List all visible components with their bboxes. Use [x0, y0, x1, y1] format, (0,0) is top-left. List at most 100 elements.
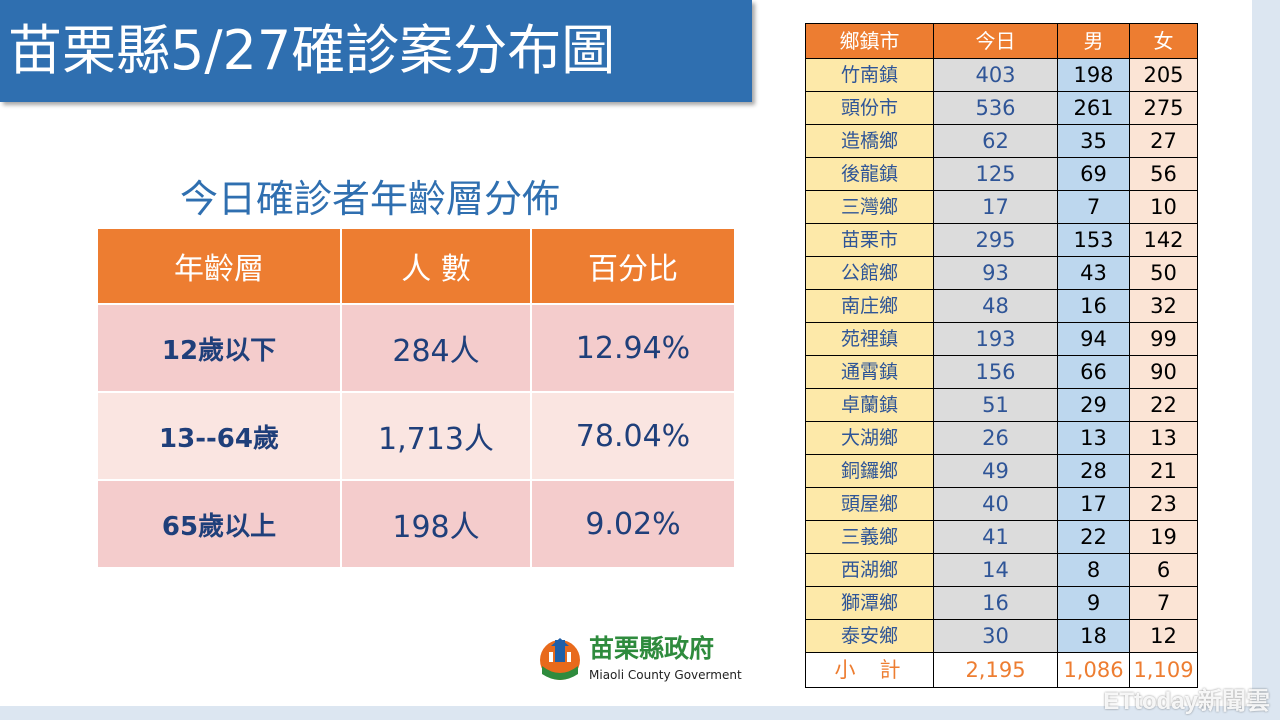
town-female-cell: 56	[1129, 157, 1198, 191]
county-logo: 苗栗縣政府 Miaoli County Goverment	[537, 634, 757, 688]
town-name-cell: 頭屋鄉	[805, 487, 934, 521]
town-today-cell: 62	[933, 124, 1058, 158]
town-name-cell: 頭份市	[805, 91, 934, 125]
town-today-cell: 16	[933, 586, 1058, 620]
town-female-cell: 21	[1129, 454, 1198, 488]
town-today-cell: 536	[933, 91, 1058, 125]
town-today-cell: 403	[933, 58, 1058, 92]
age-table-row: 65歲以上 198人 9.02%	[96, 479, 736, 569]
town-today-cell: 26	[933, 421, 1058, 455]
town-name-cell: 銅鑼鄉	[805, 454, 934, 488]
side-band	[1252, 0, 1280, 720]
town-table-row: 大湖鄉 26 13 13	[805, 421, 1198, 455]
town-today-cell: 17	[933, 190, 1058, 224]
town-table-row: 竹南鎮 403 198 205	[805, 58, 1198, 92]
town-female-cell: 50	[1129, 256, 1198, 290]
age-percent-cell: 9.02%	[530, 479, 736, 569]
town-name-cell: 西湖鄉	[805, 553, 934, 587]
town-table-row: 頭屋鄉 40 17 23	[805, 487, 1198, 521]
town-header-female: 女	[1129, 23, 1198, 59]
town-female-cell: 23	[1129, 487, 1198, 521]
town-male-cell: 66	[1057, 355, 1130, 389]
town-male-cell: 69	[1057, 157, 1130, 191]
town-table-row: 三灣鄉 17 7 10	[805, 190, 1198, 224]
town-table-row: 西湖鄉 14 8 6	[805, 553, 1198, 587]
town-today-cell: 125	[933, 157, 1058, 191]
town-today-cell: 51	[933, 388, 1058, 422]
age-header-group: 年齡層	[96, 227, 342, 305]
age-count-cell: 1,713人	[340, 391, 532, 481]
town-male-cell: 7	[1057, 190, 1130, 224]
town-male-cell: 28	[1057, 454, 1130, 488]
town-male-cell: 8	[1057, 553, 1130, 587]
age-header-count: 人 數	[340, 227, 532, 305]
age-group-cell: 12歲以下	[96, 303, 342, 393]
town-header-male: 男	[1057, 23, 1130, 59]
town-male-cell: 18	[1057, 619, 1130, 653]
town-female-cell: 32	[1129, 289, 1198, 323]
town-table-row: 銅鑼鄉 49 28 21	[805, 454, 1198, 488]
town-name-cell: 泰安鄉	[805, 619, 934, 653]
town-name-cell: 苗栗市	[805, 223, 934, 257]
town-female-cell: 27	[1129, 124, 1198, 158]
town-table-row: 南庄鄉 48 16 32	[805, 289, 1198, 323]
town-today-cell: 40	[933, 487, 1058, 521]
town-name-cell: 南庄鄉	[805, 289, 934, 323]
total-label-cell: 小計	[805, 652, 934, 688]
age-table-header-row: 年齡層 人 數 百分比	[96, 227, 736, 305]
town-male-cell: 16	[1057, 289, 1130, 323]
town-today-cell: 48	[933, 289, 1058, 323]
age-distribution-heading: 今日確診者年齡層分佈	[180, 177, 561, 221]
town-female-cell: 6	[1129, 553, 1198, 587]
town-today-cell: 93	[933, 256, 1058, 290]
town-today-cell: 49	[933, 454, 1058, 488]
town-today-cell: 14	[933, 553, 1058, 587]
age-table-row: 12歲以下 284人 12.94%	[96, 303, 736, 393]
town-male-cell: 22	[1057, 520, 1130, 554]
town-table-row: 公館鄉 93 43 50	[805, 256, 1198, 290]
town-table-row: 通霄鎮 156 66 90	[805, 355, 1198, 389]
town-male-cell: 35	[1057, 124, 1130, 158]
town-female-cell: 99	[1129, 322, 1198, 356]
age-count-cell: 198人	[340, 479, 532, 569]
town-male-cell: 29	[1057, 388, 1130, 422]
town-name-cell: 大湖鄉	[805, 421, 934, 455]
town-case-table: 鄉鎮市 今日 男 女 竹南鎮 403 198 205 頭份市 536 261 275 造橋鄉 62…	[805, 23, 1198, 688]
age-group-cell: 13--64歲	[96, 391, 342, 481]
town-table-row: 三義鄉 41 22 19	[805, 520, 1198, 554]
town-name-cell: 獅潭鄉	[805, 586, 934, 620]
logo-name: 苗栗縣政府	[589, 634, 715, 663]
town-table-row: 苑裡鎮 193 94 99	[805, 322, 1198, 356]
town-female-cell: 142	[1129, 223, 1198, 257]
town-male-cell: 17	[1057, 487, 1130, 521]
logo-subtitle: Miaoli County Goverment	[589, 668, 742, 682]
town-female-cell: 90	[1129, 355, 1198, 389]
town-today-cell: 295	[933, 223, 1058, 257]
town-today-cell: 30	[933, 619, 1058, 653]
town-female-cell: 275	[1129, 91, 1198, 125]
town-female-cell: 12	[1129, 619, 1198, 653]
town-male-cell: 261	[1057, 91, 1130, 125]
watermark: ETtoday新聞雲	[1103, 688, 1270, 715]
town-name-cell: 卓蘭鎮	[805, 388, 934, 422]
town-name-cell: 苑裡鎮	[805, 322, 934, 356]
town-table-row: 頭份市 536 261 275	[805, 91, 1198, 125]
town-table-row: 苗栗市 295 153 142	[805, 223, 1198, 257]
town-table-total-row: 小計 2,195 1,086 1,109	[805, 652, 1198, 688]
town-male-cell: 9	[1057, 586, 1130, 620]
age-group-cell: 65歲以上	[96, 479, 342, 569]
town-male-cell: 13	[1057, 421, 1130, 455]
town-name-cell: 三灣鄉	[805, 190, 934, 224]
age-percent-cell: 78.04%	[530, 391, 736, 481]
town-male-cell: 198	[1057, 58, 1130, 92]
county-emblem-icon	[540, 638, 580, 680]
age-percent-cell: 12.94%	[530, 303, 736, 393]
page-title: 苗栗縣5/27確診案分布圖	[8, 19, 616, 82]
age-distribution-table: 年齡層 人 數 百分比 12歲以下 284人 12.94% 13--64歲 1,…	[96, 227, 736, 569]
town-female-cell: 7	[1129, 586, 1198, 620]
town-male-cell: 153	[1057, 223, 1130, 257]
total-female-cell: 1,109	[1129, 652, 1198, 688]
age-count-cell: 284人	[340, 303, 532, 393]
town-header-name: 鄉鎮市	[805, 23, 934, 59]
town-table-row: 卓蘭鎮 51 29 22	[805, 388, 1198, 422]
